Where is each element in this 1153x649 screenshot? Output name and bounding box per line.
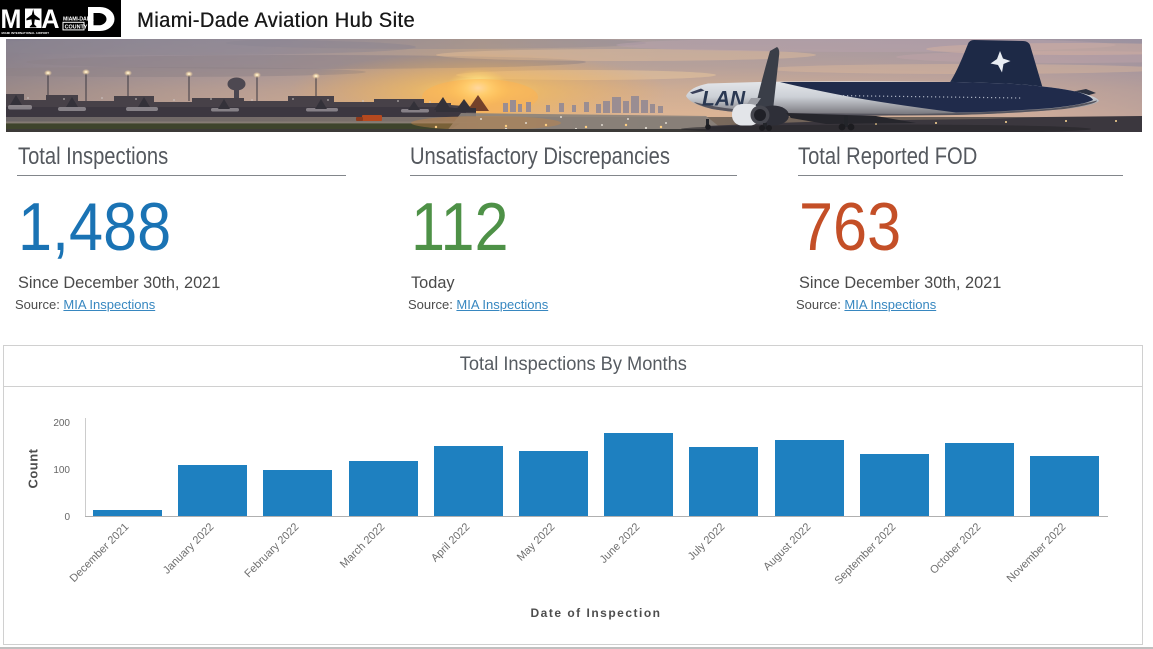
svg-text:M: M <box>0 3 21 34</box>
svg-text:LAN: LAN <box>702 88 746 111</box>
svg-text:COUNTY: COUNTY <box>65 25 88 31</box>
svg-text:MIAMI INTERNATIONAL AIRPORT: MIAMI INTERNATIONAL AIRPORT <box>2 31 50 35</box>
svg-text:MIAMI-DADE: MIAMI-DADE <box>63 17 94 23</box>
svg-text:A: A <box>41 3 59 34</box>
